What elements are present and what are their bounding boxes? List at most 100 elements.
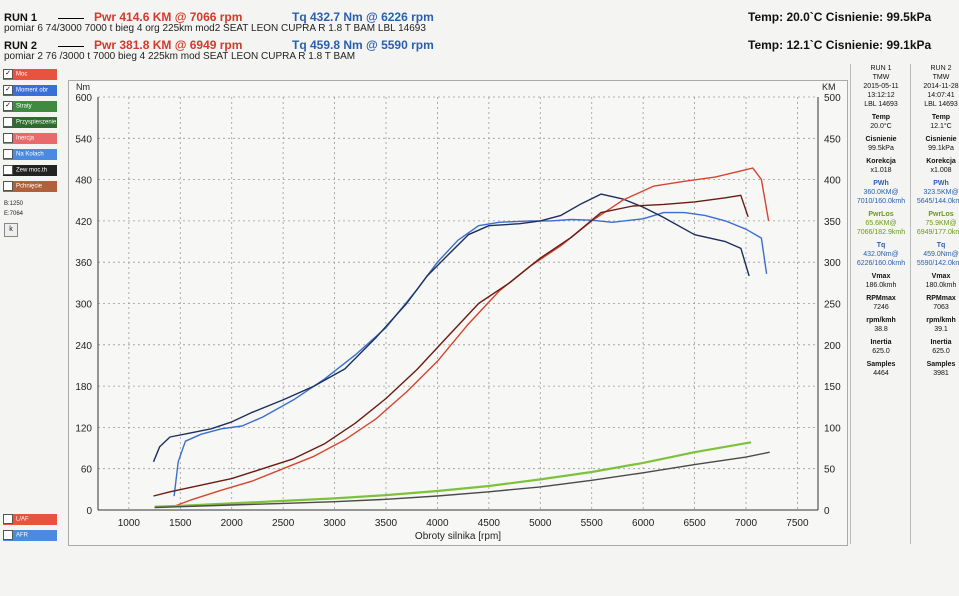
legend-label: Pchnięcie (16, 183, 43, 190)
sidebar-item-1[interactable]: ✓ Moment obr (3, 85, 57, 96)
info-rpmmax-label: RPMmax (866, 295, 896, 302)
y-right-tick-label: 250 (824, 300, 841, 311)
info-vmax: 180.0kmh (925, 282, 957, 289)
info-pwrlos: 75.9KM@ (925, 220, 957, 227)
legend-checkbox[interactable] (3, 133, 13, 143)
info-temp: 12.1°C (930, 123, 952, 130)
sidebar-item-2[interactable]: ✓ Straty (3, 101, 57, 112)
y-right-tick-label: 350 (824, 217, 841, 228)
info-kor-label: Korekcja (866, 158, 896, 165)
info-cis: 99.5kPa (868, 145, 894, 152)
run1-info-column: RUN 1 TMW 2015-05-11 13:12:12 LBL 14693 Temp 2… (851, 64, 911, 378)
laf-label: L/AF (16, 516, 29, 523)
series-line-tq2 (152, 193, 750, 463)
info-lbl: LBL 14693 (864, 101, 898, 108)
y-left-tick-label: 180 (75, 382, 92, 393)
info-vmax-label: Vmax (931, 273, 951, 280)
info-kor: x1.008 (930, 167, 952, 174)
sidebar-item-6[interactable]: Zew moc.th (3, 165, 57, 176)
y-right-tick-label: 200 (824, 341, 841, 352)
info-run: RUN 1 (870, 65, 892, 72)
y-right-tick-label: 450 (824, 134, 841, 145)
b-value: B:1250 (4, 201, 24, 207)
info-site: TMW (872, 74, 890, 81)
x-tick-label: 7500 (786, 518, 809, 529)
x-tick-label: 3000 (323, 518, 346, 529)
sidebar-item-7[interactable]: Pchnięcie (3, 181, 57, 192)
info-cis: 99.1kPa (928, 145, 954, 152)
series-line-pwr2 (153, 194, 749, 497)
info-inertia: 625.0 (932, 348, 950, 355)
info-pwrlos: 65.6KM@ (865, 220, 897, 227)
info-divider-2 (910, 64, 911, 544)
info-rpmkmh-label: rpm/kmh (866, 317, 896, 324)
run1-power: Pwr 414.6 KM @ 7066 rpm (94, 10, 243, 24)
series-line-loss1 (154, 441, 752, 508)
x-tick-label: 3500 (375, 518, 398, 529)
legend-checkbox[interactable] (3, 117, 13, 127)
info-temp: 20.0°C (870, 123, 892, 130)
y-right-tick-label: 50 (824, 465, 836, 476)
y-left-tick-label: 300 (75, 300, 92, 311)
right-unit-label: KM (822, 82, 836, 92)
legend-checkbox[interactable] (3, 165, 13, 175)
info-vmax: 186.0kmh (865, 282, 897, 289)
run2-label: RUN 2 (4, 40, 38, 52)
legend-checkbox[interactable]: ✓ (3, 69, 13, 79)
info-cis-label: Cisnienie (925, 136, 957, 143)
afr-label: AFR (16, 532, 28, 539)
y-left-tick-label: 120 (75, 423, 92, 434)
legend-label: Moment obr (16, 87, 49, 94)
sidebar-item-5[interactable]: Na Kolach (3, 149, 57, 160)
legend-label: Straty (16, 103, 32, 110)
info-run: RUN 2 (930, 65, 952, 72)
k-button[interactable]: k (4, 223, 18, 237)
run1-line-swatch (58, 17, 84, 19)
series-line-loss2 (154, 451, 770, 509)
info-rpmkmh-label: rpm/kmh (926, 317, 956, 324)
info-samples-label: Samples (866, 361, 896, 368)
series-line-tq1 (173, 211, 768, 497)
info-lbl: LBL 14693 (924, 101, 958, 108)
info-tq: 459.0Nm@ (923, 251, 959, 258)
x-tick-label: 5000 (529, 518, 552, 529)
x-tick-label: 2000 (221, 518, 244, 529)
run1-summary: RUN 1 Pwr 414.6 KM @ 7066 rpm Tq 432.7 Nm … (4, 10, 434, 24)
run1-label: RUN 1 (4, 12, 38, 24)
info-date: 2014-11-28 (923, 83, 959, 90)
e-value: E:7064 (4, 211, 24, 217)
info-samples-label: Samples (926, 361, 956, 368)
info-time: 14:07:41 (927, 92, 955, 99)
sidebar-item-4[interactable]: Inercja (3, 133, 57, 144)
run2-info-column: RUN 2 TMW 2014-11-28 14:07:41 LBL 14693 Temp 1… (911, 64, 959, 378)
x-tick-label: 6500 (683, 518, 706, 529)
info-time: 13:12:12 (867, 92, 895, 99)
info-inertia-label: Inertia (870, 339, 892, 346)
legend-checkbox[interactable]: ✓ (3, 85, 13, 95)
y-left-tick-label: 360 (75, 258, 92, 269)
y-left-tick-label: 480 (75, 176, 92, 187)
y-right-tick-label: 0 (824, 506, 830, 517)
x-tick-label: 5500 (581, 518, 604, 529)
run2-conditions: Temp: 12.1`C Cisnienie: 99.1kPa (748, 38, 932, 52)
afr-checkbox[interactable] (3, 530, 13, 540)
legend-label: Inercja (16, 135, 35, 142)
info-tq-label: Tq (936, 242, 946, 249)
info-samples: 4464 (873, 370, 889, 377)
run2-description: pomiar 2 76 /3000 t 7000 bieg 4 225km mo… (4, 51, 356, 62)
x-tick-label: 7000 (735, 518, 758, 529)
sidebar-item-3[interactable]: Przyspieszenie (3, 117, 57, 128)
legend-checkbox[interactable]: ✓ (3, 101, 13, 111)
x-tick-label: 1000 (118, 518, 141, 529)
info-inertia: 625.0 (872, 348, 890, 355)
info-temp-label: Temp (931, 114, 951, 121)
sidebar-item-laf[interactable]: L/AF (3, 514, 57, 525)
sidebar-item-afr[interactable]: AFR (3, 530, 57, 541)
laf-checkbox[interactable] (3, 514, 13, 524)
info-rpmmax: 7063 (933, 304, 949, 311)
run2-line-swatch (58, 45, 84, 47)
sidebar-item-0[interactable]: ✓ Moc (3, 69, 57, 80)
legend-checkbox[interactable] (3, 181, 13, 191)
legend-checkbox[interactable] (3, 149, 13, 159)
